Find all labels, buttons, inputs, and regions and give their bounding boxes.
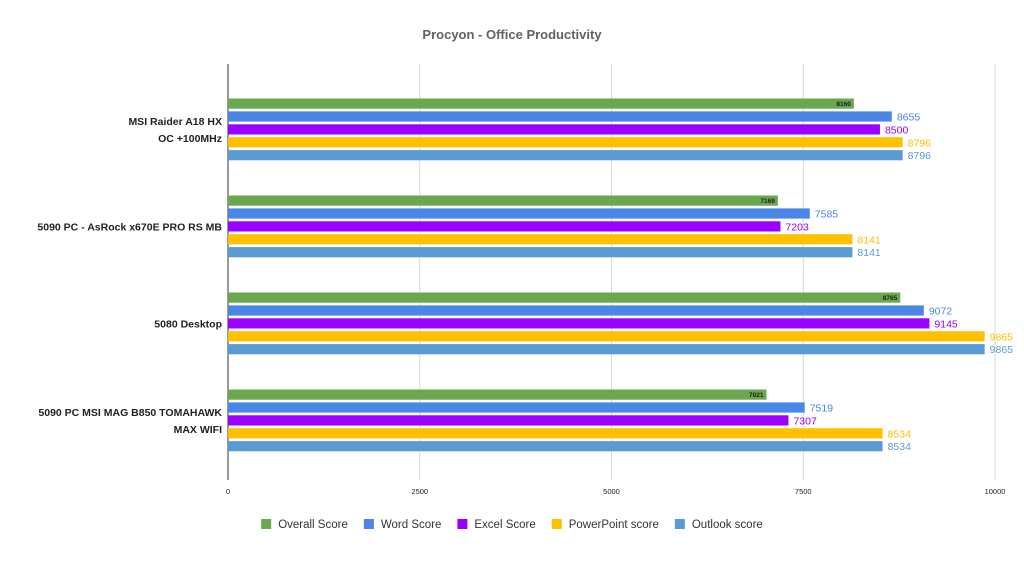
bar: [228, 305, 924, 316]
bar: [228, 415, 789, 426]
data-label: 7203: [785, 221, 809, 233]
data-label: 7585: [815, 209, 839, 221]
data-label: 8160: [836, 101, 851, 108]
legend-label: Word Score: [381, 519, 442, 531]
legend-swatch: [261, 519, 272, 529]
data-label: 7169: [760, 198, 775, 205]
data-label: 8796: [908, 150, 932, 162]
bar: [228, 195, 778, 206]
data-label: 7307: [793, 415, 817, 427]
category-label: 5090 PC MSI MAG B850 TOMAHAWK: [38, 407, 222, 419]
chart-title: Procyon - Office Productivity: [422, 27, 602, 42]
bar: [228, 331, 985, 342]
legend-swatch: [674, 519, 685, 529]
category-label: MSI Raider A18 HX: [128, 116, 222, 128]
category-labels: MSI Raider A18 HX OC +100MHz 5090 PC - AsR…: [37, 116, 222, 436]
category-label: 5090 PC - AsRock x670E PRO RS MB: [37, 221, 222, 233]
data-label: 8534: [888, 441, 912, 453]
bar: [228, 292, 901, 303]
bar: [228, 402, 805, 413]
x-tick-label: 10000: [985, 487, 1006, 496]
bar: [228, 98, 854, 109]
data-label: 8765: [883, 295, 898, 302]
bar: [228, 344, 985, 355]
data-label: 9865: [990, 331, 1014, 343]
legend-label: Overall Score: [278, 519, 348, 531]
data-label: 7519: [810, 403, 834, 415]
data-label: 8796: [908, 137, 932, 149]
legend: Overall Score Word Score Excel Score PowerP…: [261, 519, 763, 531]
legend-swatch: [457, 519, 468, 529]
data-label: 9072: [929, 306, 953, 318]
data-label: 9865: [990, 344, 1014, 356]
bar: [228, 234, 853, 245]
category-label: 5080 Desktop: [154, 318, 222, 330]
data-label: 9145: [934, 318, 958, 330]
data-label: 8655: [897, 112, 921, 124]
bar: [228, 428, 883, 439]
bar: [228, 221, 781, 232]
legend-label: Excel Score: [474, 519, 535, 531]
x-tick-label: 0: [226, 487, 230, 496]
bar: [228, 441, 883, 452]
bar: [228, 111, 892, 122]
data-label: 8534: [888, 428, 912, 440]
bar: [228, 124, 880, 135]
data-label: 8500: [885, 124, 909, 136]
category-label: OC +100MHz: [158, 133, 222, 145]
legend-swatch: [551, 519, 562, 529]
bars: [228, 98, 985, 452]
data-label: 7021: [749, 392, 764, 399]
bar: [228, 389, 767, 400]
category-label: MAX WIFI: [174, 424, 222, 436]
x-tick-label: 2500: [411, 487, 428, 496]
data-label: 8141: [857, 234, 881, 246]
x-tick-label: 7500: [795, 487, 812, 496]
legend-swatch: [363, 519, 374, 529]
bar: [228, 247, 853, 258]
x-axis-ticks: 0 2500 5000 7500 10000: [226, 487, 1006, 496]
data-labels: 8160865585008796879671697585720381418141…: [749, 101, 1013, 453]
legend-label: Outlook score: [692, 519, 763, 531]
bar: [228, 318, 930, 329]
bar: [228, 208, 810, 219]
x-tick-label: 5000: [603, 487, 620, 496]
bar: [228, 150, 903, 161]
data-label: 8141: [857, 247, 881, 259]
bar: [228, 137, 903, 148]
legend-label: PowerPoint score: [569, 519, 659, 531]
